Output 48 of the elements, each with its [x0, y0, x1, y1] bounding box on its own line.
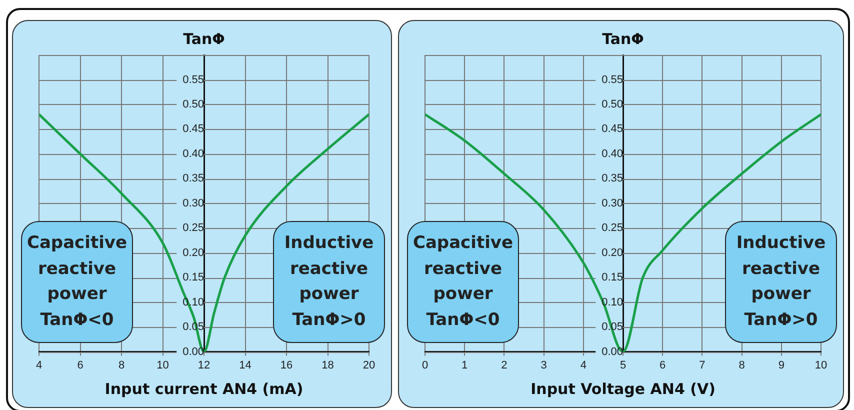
y-tick-label: 0.45 — [602, 123, 623, 136]
x-tick-label: 6 — [660, 359, 666, 372]
y-tick-label: 0.25 — [182, 222, 204, 234]
y-tick-label: 0.20 — [182, 246, 204, 259]
x-tick-label: 16 — [280, 359, 293, 372]
x-tick-label: 6 — [77, 359, 84, 372]
x-tick-label: 18 — [322, 359, 334, 372]
x-tick-label: 4 — [580, 359, 586, 372]
y-tick-label: 0.30 — [182, 197, 204, 210]
x-tick-label: 4 — [36, 359, 42, 372]
x-tick-label: 14 — [239, 359, 252, 372]
x-tick-label: 9 — [778, 359, 784, 372]
x-tick-label: 10 — [156, 359, 169, 372]
annotation: Capacitive reactive power TanΦ<0 — [21, 221, 133, 343]
x-tick-label: 12 — [198, 359, 210, 372]
x-tick-label: 10 — [814, 359, 828, 372]
chart-title: TanΦ — [602, 30, 644, 48]
y-tick-label: 0.50 — [182, 98, 204, 110]
y-tick-label: 0.15 — [182, 272, 204, 284]
y-tick-label: 0.25 — [602, 222, 623, 234]
y-tick-label: 0.30 — [602, 197, 623, 210]
y-tick-label: 0.00 — [602, 346, 623, 358]
x-tick-label: 3 — [540, 359, 547, 372]
y-tick-label: 0.55 — [602, 74, 623, 86]
y-tick-label: 0.35 — [602, 172, 623, 185]
chart-title: TanΦ — [183, 30, 225, 48]
y-tick-label: 0.50 — [602, 98, 623, 110]
annotation: Inductive reactive power TanΦ>0 — [273, 221, 385, 343]
x-axis-title: Input Voltage AN4 (V) — [530, 380, 716, 398]
x-tick-label: 20 — [362, 359, 376, 372]
y-tick-label: 0.45 — [182, 123, 204, 136]
x-tick-label: 7 — [699, 359, 706, 372]
y-tick-label: 0.35 — [182, 172, 204, 185]
annotation: Capacitive reactive power TanΦ<0 — [407, 221, 519, 343]
y-tick-label: 0.40 — [182, 148, 204, 160]
annotation: Inductive reactive power TanΦ>0 — [725, 221, 837, 343]
x-tick-label: 8 — [738, 359, 745, 372]
x-tick-label: 8 — [118, 359, 125, 372]
y-tick-label: 0.15 — [602, 272, 623, 284]
y-tick-label: 0.40 — [602, 148, 623, 160]
y-tick-label: 0.20 — [602, 246, 623, 259]
y-tick-label: 0.00 — [182, 346, 204, 358]
x-axis-title: Input current AN4 (mA) — [104, 380, 304, 398]
x-tick-label: 2 — [501, 359, 508, 372]
x-tick-label: 1 — [462, 359, 468, 372]
y-tick-label: 0.55 — [182, 74, 204, 86]
x-tick-label: 5 — [620, 359, 626, 372]
x-tick-label: 0 — [422, 359, 428, 372]
